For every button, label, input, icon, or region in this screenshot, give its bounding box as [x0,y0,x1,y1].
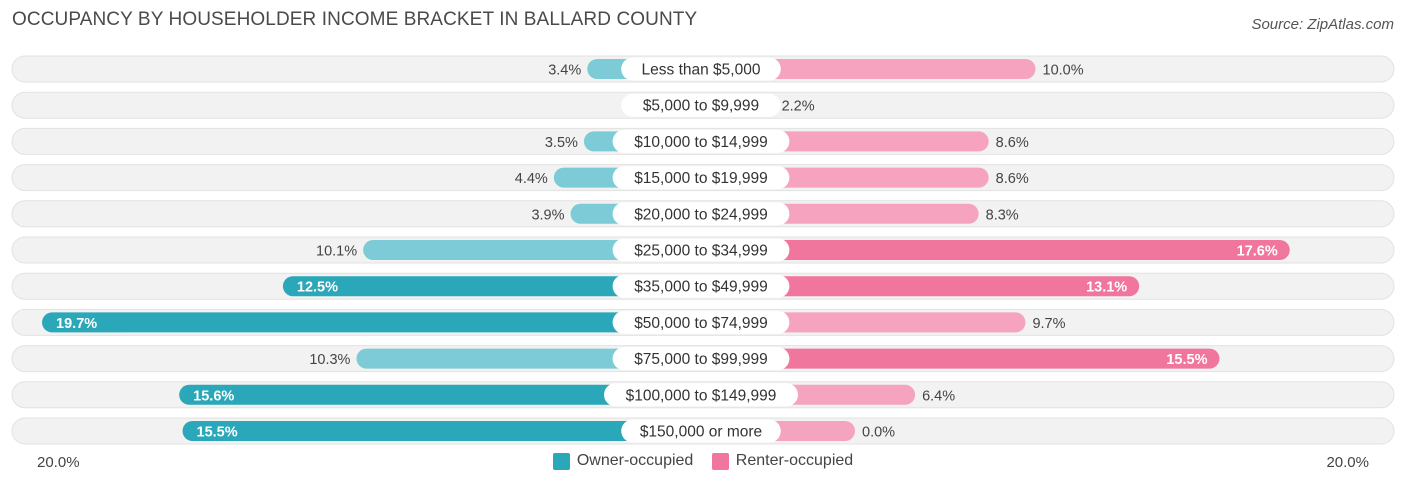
renter-swatch [711,452,729,470]
renter-value-label: 8.3% [986,207,1019,223]
category-pill [612,238,790,262]
category-pill [612,310,790,334]
legend-item-renter[interactable]: Renter-occupied [711,452,854,470]
owner-value-label: 3.5% [545,135,578,151]
renter-value-label: 15.5% [1166,352,1207,368]
renter-value-label: 0.0% [862,425,895,441]
category-label: $20,000 to $24,999 [634,206,768,223]
renter-bar [701,348,1220,369]
renter-value-label: 17.6% [1237,244,1278,260]
owner-swatch [552,452,570,470]
owner-value-label: 12.5% [297,280,338,296]
category-label: Less than $5,000 [642,62,761,79]
owner-value-label: 10.3% [309,352,350,368]
category-label: $150,000 or more [640,424,762,441]
category-pill [612,347,790,371]
category-pill [612,202,790,226]
category-pill [621,419,781,443]
owner-value-label: 10.1% [316,244,357,260]
owner-value-label: 4.4% [515,171,548,187]
category-pill [621,57,781,81]
renter-value-label: 6.4% [922,388,955,404]
category-pill [621,93,781,117]
owner-bar [182,421,701,441]
legend-item-owner[interactable]: Owner-occupied [552,452,694,470]
chart-title: OCCUPANCY BY HOUSEHOLDER INCOME BRACKET … [12,9,698,30]
source-credit: Source: ZipAtlas.com [1251,16,1394,33]
owner-value-label: 15.6% [193,388,234,404]
category-label: $15,000 to $19,999 [634,170,768,187]
category-label: $5,000 to $9,999 [643,98,759,115]
category-label: $100,000 to $149,999 [626,387,777,404]
owner-bar [179,384,701,405]
axis-right-label: 20.0% [1326,454,1369,471]
legend-owner-label: Owner-occupied [576,452,694,469]
owner-value-label: 3.4% [548,63,581,79]
category-pill [612,129,790,153]
owner-value-label: 19.7% [56,316,97,332]
renter-value-label: 9.7% [1032,316,1065,332]
owner-bar [42,312,702,333]
category-label: $10,000 to $14,999 [634,134,768,151]
category-label: $25,000 to $34,999 [634,243,768,260]
legend-renter-label: Renter-occupied [735,452,854,469]
renter-value-label: 10.0% [1043,63,1084,79]
renter-bar [701,276,1140,297]
renter-value-label: 13.1% [1086,280,1127,296]
owner-value-label: 3.9% [531,207,564,223]
category-pill [604,383,798,407]
owner-bar [282,276,701,297]
renter-value-label: 8.6% [996,171,1029,187]
renter-value-label: 2.2% [782,99,815,115]
owner-value-label: 15.5% [197,425,238,441]
category-label: $50,000 to $74,999 [634,315,768,332]
axis-left-label: 20.0% [37,454,80,471]
renter-bar [701,240,1290,260]
category-label: $75,000 to $99,999 [634,351,768,368]
legend: Owner-occupied Renter-occupied [0,452,1406,475]
category-label: $35,000 to $49,999 [634,279,768,296]
category-pill [612,166,790,190]
renter-bar [701,59,1036,79]
category-pill [612,274,790,298]
renter-value-label: 8.6% [996,135,1029,151]
